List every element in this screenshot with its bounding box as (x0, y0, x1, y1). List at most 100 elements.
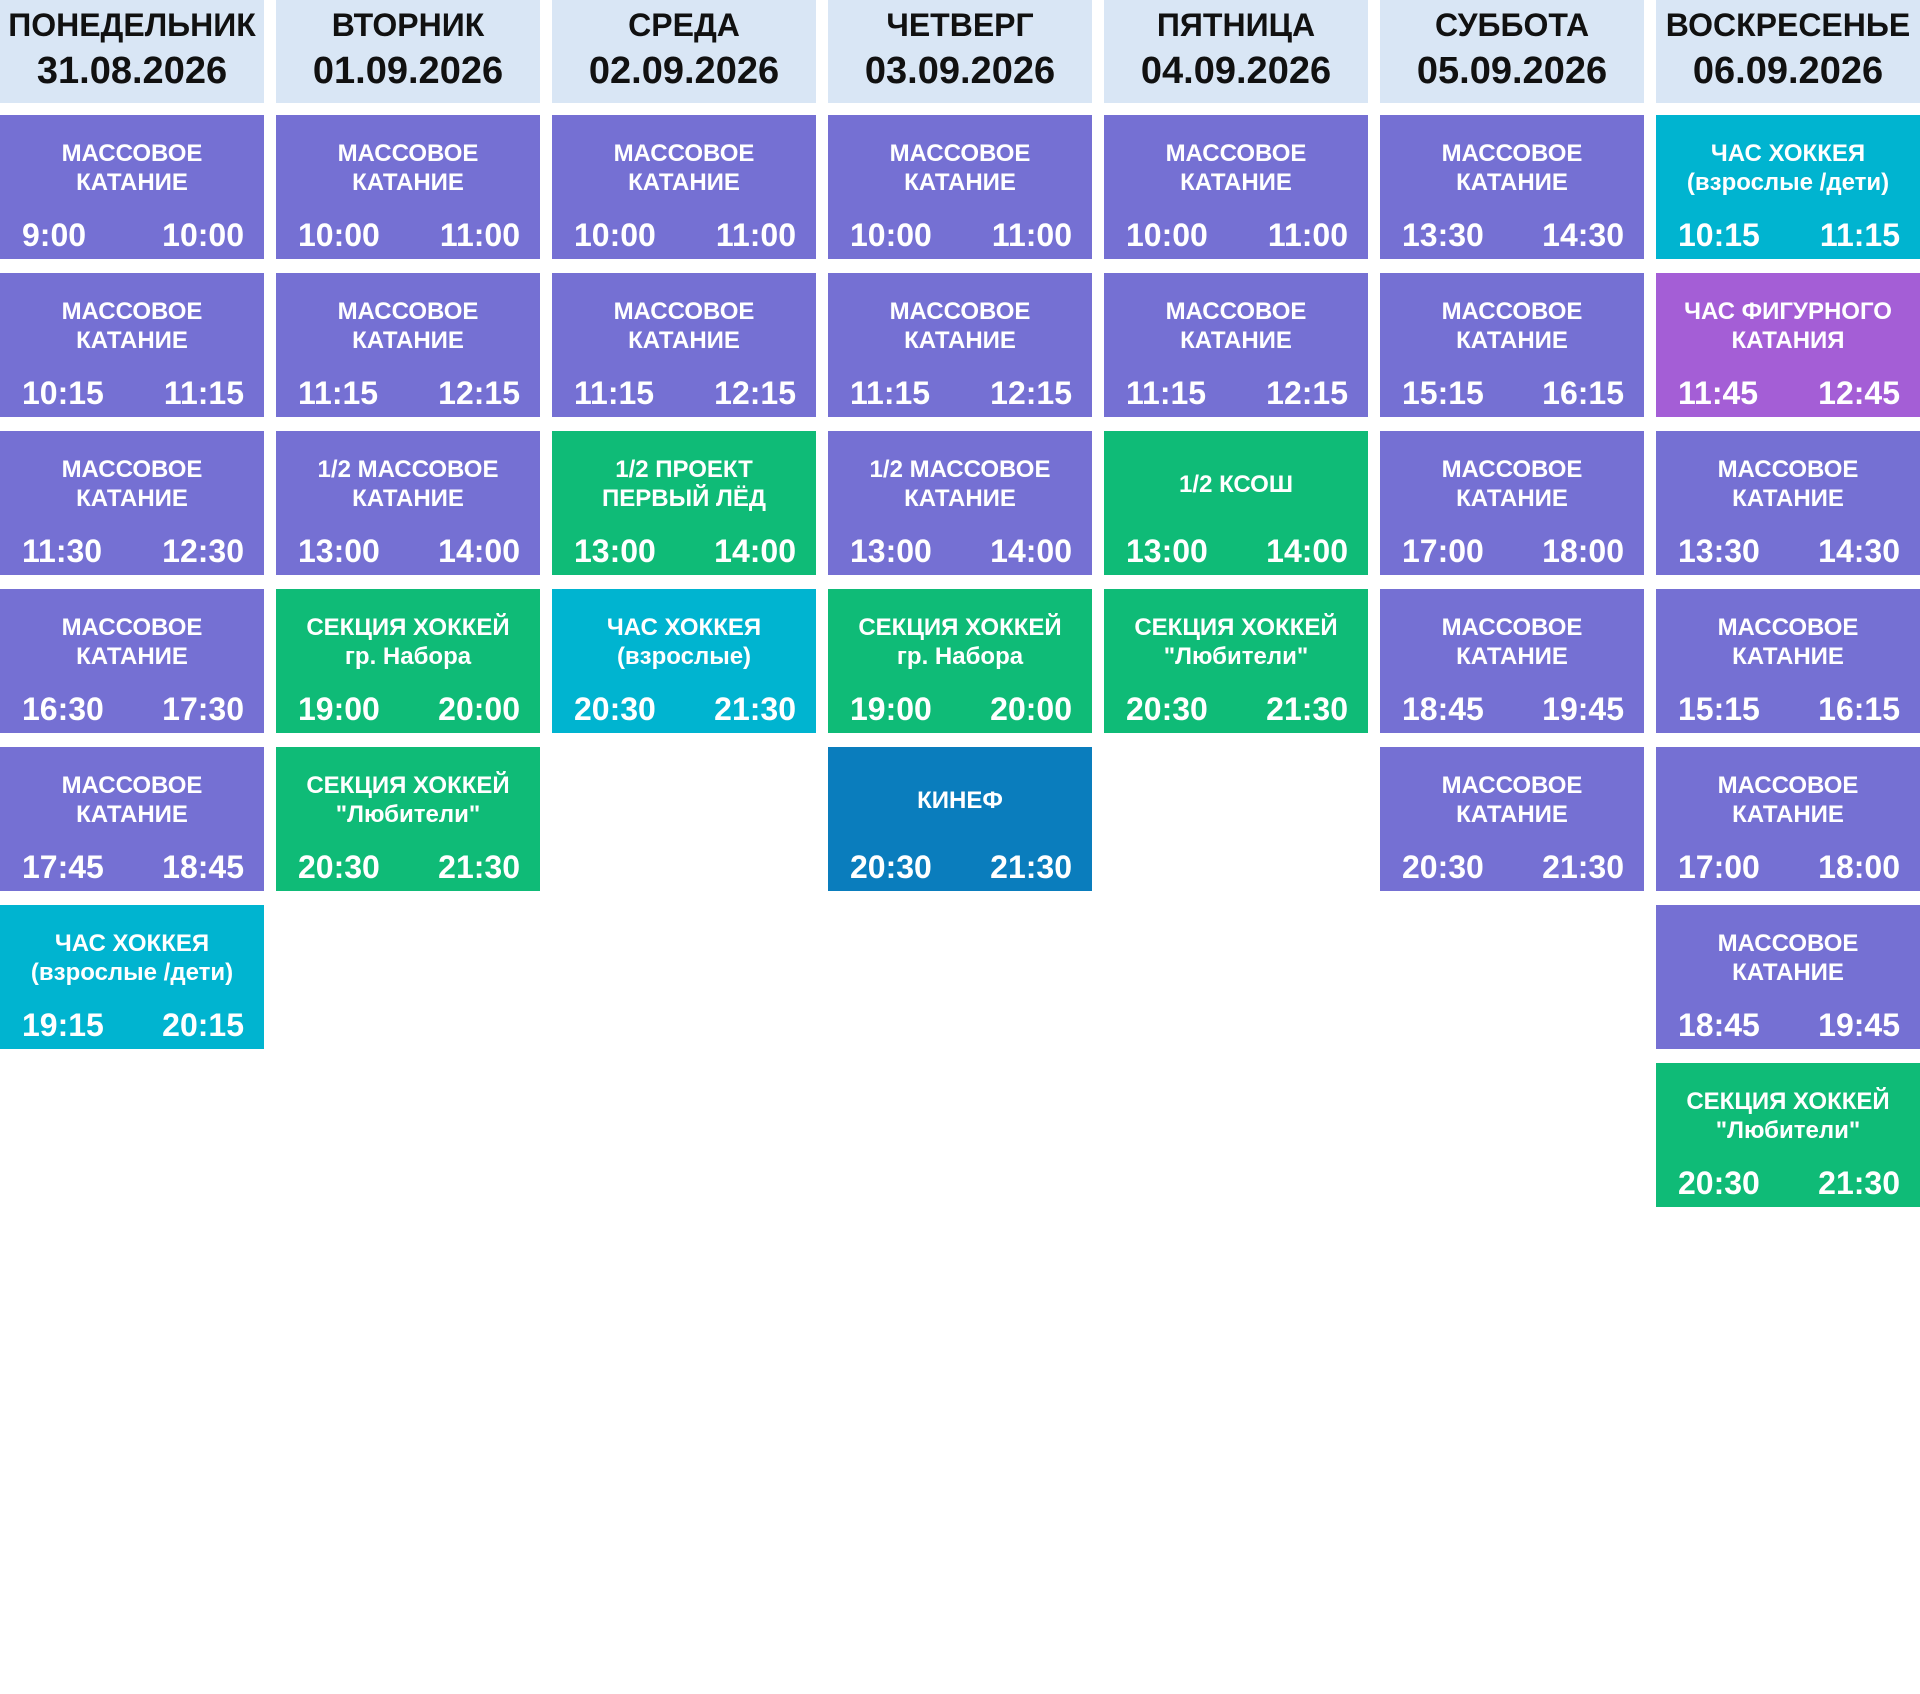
event-card: МАССОВОЕ КАТАНИЕ 11:15 12:15 (552, 273, 816, 417)
end-time: 21:30 (1818, 1165, 1900, 1201)
event-title: МАССОВОЕ КАТАНИЕ (1717, 930, 1859, 986)
event-times: 20:30 21:30 (1402, 847, 1624, 887)
end-time: 12:30 (162, 533, 244, 569)
event-title-block: 1/2 МАССОВОЕ КАТАНИЕ (284, 441, 532, 541)
start-time: 11:15 (850, 375, 931, 411)
event-card: МАССОВОЕ КАТАНИЕ 13:30 14:30 (1656, 431, 1920, 575)
end-time: 12:15 (714, 375, 796, 411)
end-time: 12:15 (990, 375, 1072, 411)
event-title-block: МАССОВОЕ КАТАНИЕ (284, 283, 532, 383)
end-time: 12:45 (1818, 375, 1900, 411)
event-times: 17:45 18:45 (22, 847, 244, 887)
start-time: 11:45 (1678, 375, 1759, 411)
event-card: МАССОВОЕ КАТАНИЕ 15:15 16:15 (1656, 589, 1920, 733)
start-time: 13:30 (1402, 217, 1484, 253)
day-name: СРЕДА (628, 7, 740, 43)
event-times: 20:30 21:30 (298, 847, 520, 887)
event-times: 13:00 14:00 (850, 531, 1072, 571)
end-time: 14:00 (990, 533, 1072, 569)
day-date: 04.09.2026 (1140, 50, 1332, 92)
start-time: 17:00 (1402, 533, 1484, 569)
event-card: МАССОВОЕ КАТАНИЕ 10:00 11:00 (552, 115, 816, 259)
event-title: МАССОВОЕ КАТАНИЕ (337, 140, 479, 196)
end-time: 10:00 (162, 217, 244, 253)
start-time: 10:15 (1678, 217, 1760, 253)
end-time: 21:30 (714, 691, 796, 727)
event-card: МАССОВОЕ КАТАНИЕ 10:00 11:00 (276, 115, 540, 259)
event-times: 10:00 11:00 (1126, 215, 1348, 255)
event-times: 10:00 11:00 (850, 215, 1072, 255)
event-title: СЕКЦИЯ ХОККЕЙ (858, 614, 1062, 641)
end-time: 12:15 (1266, 375, 1348, 411)
event-title-block: МАССОВОЕ КАТАНИЕ (8, 599, 256, 699)
event-times: 17:00 18:00 (1402, 531, 1624, 571)
start-time: 17:00 (1678, 849, 1760, 885)
event-title-block: МАССОВОЕ КАТАНИЕ (1664, 441, 1912, 541)
event-title: ЧАС ХОККЕЯ (606, 614, 762, 641)
event-subtitle: (взрослые) (616, 643, 752, 670)
event-times: 11:15 12:15 (1126, 373, 1348, 413)
event-times: 13:00 14:00 (298, 531, 520, 571)
event-title-block: ЧАС ХОККЕЯ (взрослые) (560, 599, 808, 699)
event-times: 18:45 19:45 (1678, 1005, 1900, 1045)
event-title: ЧАС ХОККЕЯ (54, 930, 210, 957)
event-title-block: МАССОВОЕ КАТАНИЕ (8, 757, 256, 857)
event-card: 1/2 КСОШ 13:00 14:00 (1104, 431, 1368, 575)
start-time: 13:00 (1126, 533, 1208, 569)
start-time: 17:45 (22, 849, 104, 885)
end-time: 20:00 (990, 691, 1072, 727)
end-time: 19:45 (1818, 1007, 1900, 1043)
event-title: МАССОВОЕ КАТАНИЕ (613, 298, 755, 354)
event-card: ЧАС ХОККЕЯ (взрослые /дети) 10:15 11:15 (1656, 115, 1920, 259)
end-time: 21:30 (1266, 691, 1348, 727)
end-time: 12:15 (438, 375, 520, 411)
event-title: МАССОВОЕ КАТАНИЕ (889, 140, 1031, 196)
event-title: 1/2 ПРОЕКТ ПЕРВЫЙ ЛЁД (601, 456, 766, 512)
event-title-block: МАССОВОЕ КАТАНИЕ (284, 125, 532, 225)
event-times: 10:00 11:00 (574, 215, 796, 255)
event-title: МАССОВОЕ КАТАНИЕ (1717, 456, 1859, 512)
event-card: МАССОВОЕ КАТАНИЕ 17:00 18:00 (1380, 431, 1644, 575)
day-date: 31.08.2026 (36, 50, 228, 92)
start-time: 18:45 (1402, 691, 1484, 727)
event-title-block: 1/2 КСОШ (1112, 441, 1360, 541)
event-title-block: СЕКЦИЯ ХОККЕЙ "Любители" (1664, 1073, 1912, 1173)
event-title-block: МАССОВОЕ КАТАНИЕ (836, 283, 1084, 383)
event-title: МАССОВОЕ КАТАНИЕ (1441, 298, 1583, 354)
event-card: МАССОВОЕ КАТАНИЕ 20:30 21:30 (1380, 747, 1644, 891)
start-time: 20:30 (298, 849, 380, 885)
day-date: 06.09.2026 (1692, 50, 1884, 92)
end-time: 14:30 (1542, 217, 1624, 253)
event-times: 11:15 12:15 (850, 373, 1072, 413)
event-title: 1/2 КСОШ (1179, 470, 1293, 498)
start-time: 10:00 (850, 217, 932, 253)
end-time: 21:30 (438, 849, 520, 885)
event-title-block: 1/2 МАССОВОЕ КАТАНИЕ (836, 441, 1084, 541)
start-time: 20:30 (574, 691, 656, 727)
start-time: 11:15 (298, 375, 379, 411)
event-card: МАССОВОЕ КАТАНИЕ 11:15 12:15 (276, 273, 540, 417)
event-times: 19:00 20:00 (298, 689, 520, 729)
end-time: 20:15 (162, 1007, 244, 1043)
end-time: 18:00 (1818, 849, 1900, 885)
event-subtitle: "Любители" (1715, 1117, 1861, 1144)
event-card: ЧАС ХОККЕЯ (взрослые) 20:30 21:30 (552, 589, 816, 733)
event-title: МАССОВОЕ КАТАНИЕ (1441, 140, 1583, 196)
event-card: ЧАС ФИГУРНОГО КАТАНИЯ 11:45 12:45 (1656, 273, 1920, 417)
event-times: 11:45 12:45 (1678, 373, 1900, 413)
event-title-block: СЕКЦИЯ ХОККЕЙ "Любители" (1112, 599, 1360, 699)
day-date: 03.09.2026 (864, 50, 1056, 92)
event-times: 20:30 21:30 (574, 689, 796, 729)
event-title-block: ЧАС ФИГУРНОГО КАТАНИЯ (1664, 283, 1912, 383)
start-time: 15:15 (1402, 375, 1484, 411)
day-name: ВОСКРЕСЕНЬЕ (1665, 7, 1911, 43)
event-card: 1/2 МАССОВОЕ КАТАНИЕ 13:00 14:00 (276, 431, 540, 575)
event-times: 18:45 19:45 (1402, 689, 1624, 729)
event-times: 13:00 14:00 (574, 531, 796, 571)
day-header: СРЕДА 02.09.2026 (552, 0, 816, 103)
event-times: 11:30 12:30 (22, 531, 244, 571)
event-title-block: МАССОВОЕ КАТАНИЕ (1388, 283, 1636, 383)
event-title-block: МАССОВОЕ КАТАНИЕ (560, 125, 808, 225)
event-title-block: МАССОВОЕ КАТАНИЕ (1388, 599, 1636, 699)
event-title: МАССОВОЕ КАТАНИЕ (61, 298, 203, 354)
